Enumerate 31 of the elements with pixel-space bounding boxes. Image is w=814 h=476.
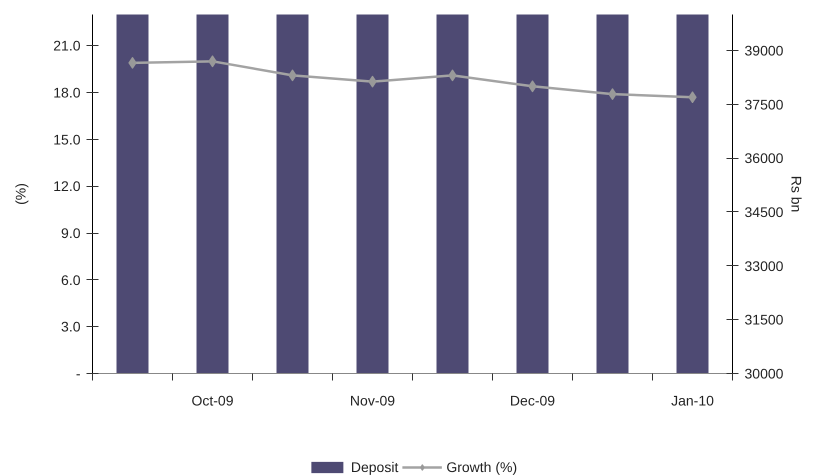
y2-tick-label: 36000 [744, 150, 784, 166]
y-tick-label: 3.0 [61, 318, 81, 335]
point [208, 55, 217, 68]
y-tick-label: 6.0 [61, 272, 81, 288]
y2-tick-label: 37500 [744, 96, 784, 112]
y2-tick-label: 39000 [744, 42, 784, 58]
y-tick-label: 9.0 [61, 225, 81, 242]
x-tick-label: Jan-10 [671, 392, 714, 408]
y2-axis-title: Rs bn [788, 176, 804, 212]
y-tick-label: 18.0 [53, 84, 81, 101]
point [528, 80, 537, 92]
y-tick-label: - [76, 366, 81, 382]
point [448, 69, 457, 82]
point [128, 56, 137, 69]
y-axis-title: (%) [12, 183, 28, 205]
legend-label: Growth (%) [446, 459, 518, 475]
x-tick-label: Dec-09 [510, 392, 556, 408]
y2-tick-label: 33000 [744, 258, 784, 274]
point [608, 88, 617, 100]
y-tick-label: 12.0 [53, 178, 81, 194]
legend-label: Deposit [350, 459, 398, 475]
x-tick-label: Oct-09 [191, 392, 234, 408]
point [688, 91, 697, 104]
y-tick-label: 21.0 [53, 38, 81, 54]
x-tick-label: Nov-09 [350, 392, 396, 408]
point [368, 76, 377, 88]
y-tick-label: 15.0 [53, 131, 81, 148]
y2-tick-label: 31500 [744, 312, 784, 328]
point [288, 69, 297, 82]
y2-tick-label: 30000 [744, 366, 784, 382]
y2-tick-label: 34500 [744, 204, 784, 220]
